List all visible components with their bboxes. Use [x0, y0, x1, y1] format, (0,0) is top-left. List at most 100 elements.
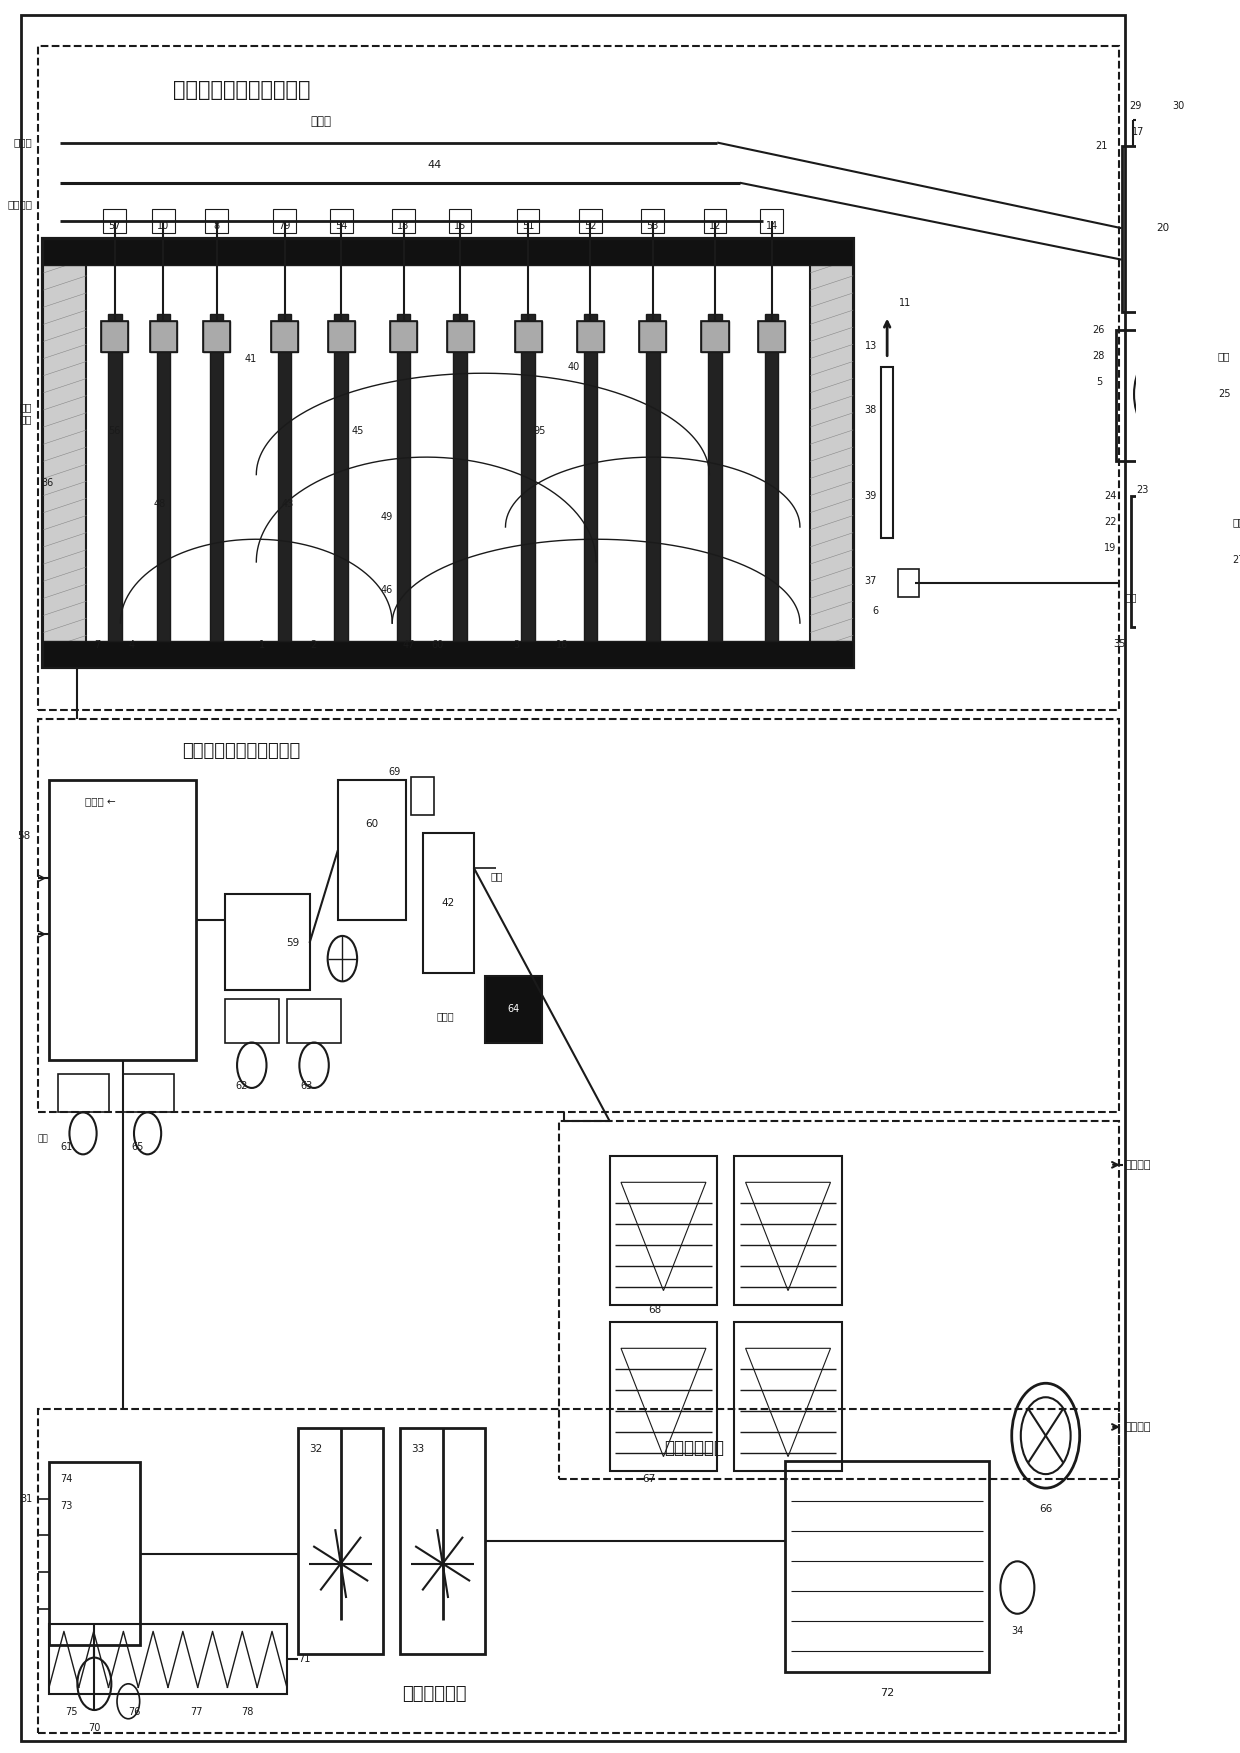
Text: 14: 14: [765, 221, 777, 231]
Text: 74: 74: [61, 1474, 73, 1485]
Text: 54: 54: [335, 221, 347, 231]
Text: 废水处理单元: 废水处理单元: [402, 1685, 466, 1704]
Bar: [102, 321, 128, 352]
Text: 8: 8: [213, 221, 219, 231]
Text: 5: 5: [1096, 377, 1102, 387]
Bar: [224, 999, 279, 1043]
Bar: [203, 321, 231, 352]
Bar: [337, 780, 405, 920]
Text: 29: 29: [1128, 102, 1141, 110]
Bar: [272, 321, 298, 352]
Bar: [760, 209, 782, 233]
Bar: [224, 894, 310, 990]
Bar: [515, 321, 542, 352]
Bar: [392, 209, 415, 233]
Bar: [412, 777, 434, 815]
Bar: [454, 314, 467, 640]
Text: 45: 45: [352, 426, 365, 436]
Text: 34: 34: [1012, 1627, 1023, 1636]
Text: 1: 1: [259, 640, 265, 650]
Text: 43: 43: [281, 500, 294, 508]
Bar: [882, 366, 893, 538]
Bar: [335, 314, 348, 640]
Text: 33: 33: [412, 1444, 425, 1453]
Bar: [758, 321, 785, 352]
Text: 61: 61: [60, 1143, 72, 1152]
Bar: [610, 1322, 717, 1471]
Bar: [641, 209, 665, 233]
Bar: [517, 209, 539, 233]
Text: 7: 7: [94, 640, 100, 650]
Text: 57: 57: [108, 221, 122, 231]
Text: 烟道气: 烟道气: [310, 116, 331, 128]
Text: 废气: 废气: [491, 871, 503, 882]
Bar: [584, 314, 598, 640]
Text: 抽提冷凝和气液分离单元: 抽提冷凝和气液分离单元: [182, 742, 301, 759]
Bar: [43, 238, 853, 265]
Bar: [397, 314, 410, 640]
Text: 64: 64: [507, 1004, 520, 1015]
Text: 73: 73: [61, 1501, 73, 1511]
Bar: [610, 1155, 717, 1304]
Bar: [702, 321, 729, 352]
Text: 70: 70: [88, 1723, 100, 1732]
Text: 20: 20: [1156, 223, 1169, 233]
Bar: [103, 209, 126, 233]
Text: 冷镜: 冷镜: [37, 1134, 48, 1143]
Bar: [273, 209, 296, 233]
Bar: [485, 976, 542, 1043]
Bar: [327, 321, 355, 352]
Bar: [765, 314, 779, 640]
Text: 69: 69: [388, 766, 401, 777]
Text: 燃料: 燃料: [1233, 517, 1240, 526]
Text: 19: 19: [1104, 543, 1116, 552]
Bar: [50, 780, 196, 1061]
Text: 25: 25: [1218, 389, 1230, 400]
Bar: [150, 321, 177, 352]
Bar: [37, 1409, 1120, 1732]
Bar: [702, 321, 729, 352]
Text: 75: 75: [66, 1707, 78, 1716]
Bar: [423, 833, 474, 973]
Text: 30: 30: [1172, 102, 1184, 110]
Text: 24: 24: [1104, 491, 1116, 501]
Bar: [401, 1429, 485, 1655]
Text: 12: 12: [709, 221, 722, 231]
Bar: [515, 321, 542, 352]
Text: 47: 47: [403, 640, 415, 650]
Text: 4: 4: [129, 640, 135, 650]
Text: 31: 31: [20, 1494, 32, 1504]
Bar: [206, 209, 228, 233]
Bar: [203, 321, 231, 352]
Bar: [703, 209, 727, 233]
Bar: [389, 321, 417, 352]
Bar: [50, 1462, 140, 1646]
Text: 78: 78: [241, 1707, 253, 1716]
Text: 烟道气: 烟道气: [14, 137, 32, 147]
Bar: [58, 1075, 109, 1113]
Bar: [899, 570, 919, 598]
Text: 达标排放: 达标排放: [1125, 1160, 1152, 1169]
Bar: [286, 999, 341, 1043]
Text: 27: 27: [1233, 556, 1240, 564]
Text: 52: 52: [584, 221, 596, 231]
Bar: [156, 314, 170, 640]
Text: 自来水 ←: 自来水 ←: [84, 796, 115, 806]
Bar: [43, 238, 853, 666]
Bar: [389, 321, 417, 352]
Text: 35: 35: [1114, 640, 1126, 649]
Bar: [559, 1122, 1120, 1480]
Bar: [577, 321, 604, 352]
Bar: [734, 1155, 842, 1304]
Text: 16: 16: [556, 640, 568, 650]
Text: 18: 18: [398, 221, 409, 231]
Text: 68: 68: [649, 1304, 662, 1315]
Text: 38: 38: [864, 405, 877, 415]
Text: 76: 76: [128, 1707, 140, 1716]
Text: 79: 79: [279, 221, 291, 231]
Text: 22: 22: [1104, 517, 1116, 526]
Text: 11: 11: [899, 298, 910, 309]
Bar: [639, 321, 666, 352]
Bar: [150, 321, 177, 352]
Text: 58: 58: [17, 831, 31, 841]
